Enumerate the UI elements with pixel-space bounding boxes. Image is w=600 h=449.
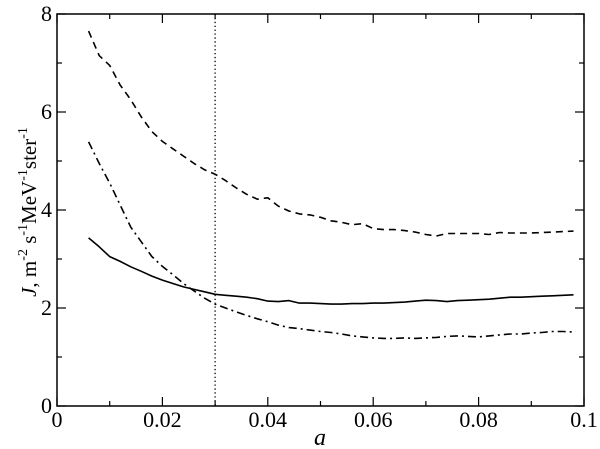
svg-text:J, m-2 s-1MeV-1ster-1: J, m-2 s-1MeV-1ster-1: [16, 127, 41, 297]
y-tick-label: 2: [41, 295, 52, 320]
y-axis-label: J, m-2 s-1MeV-1ster-1: [16, 127, 41, 297]
y-label-mev: MeV: [17, 181, 41, 224]
y-label-symbol: J: [17, 286, 41, 297]
y-label-s: s: [17, 236, 41, 249]
y-label-text: , m: [17, 261, 41, 288]
plot-frame: [56, 13, 585, 407]
x-tick-label: 0: [52, 407, 63, 432]
y-label-exp3: -1: [16, 169, 31, 181]
x-tick-label: 0.06: [354, 407, 393, 432]
axis-ticks: [56, 13, 585, 407]
x-tick-label: 0.04: [249, 407, 288, 432]
y-label-exp4: -1: [16, 127, 31, 139]
y-label-ster: ster: [17, 139, 41, 169]
x-axis-label: a: [314, 425, 326, 449]
y-tick-label: 8: [41, 1, 52, 26]
x-tick-label: 0.02: [143, 407, 182, 432]
x-tick-label: 0.08: [459, 407, 498, 432]
y-tick-labels: 0 2 4 6 8: [41, 1, 52, 418]
x-tick-labels: 0 0.02 0.04 0.06 0.08 0.1: [52, 407, 598, 432]
series-line-solid: [88, 237, 574, 305]
y-label-exp1: -2: [16, 249, 31, 261]
series-layer: [87, 30, 574, 340]
y-tick-label: 6: [41, 99, 52, 124]
y-tick-label: 4: [41, 197, 52, 222]
series-line-dashed: [87, 30, 574, 237]
y-label-exp2: -1: [16, 224, 31, 236]
y-tick-label: 0: [41, 393, 52, 418]
series-line-dashdot: [87, 141, 574, 340]
x-tick-label: 0.1: [570, 407, 598, 432]
